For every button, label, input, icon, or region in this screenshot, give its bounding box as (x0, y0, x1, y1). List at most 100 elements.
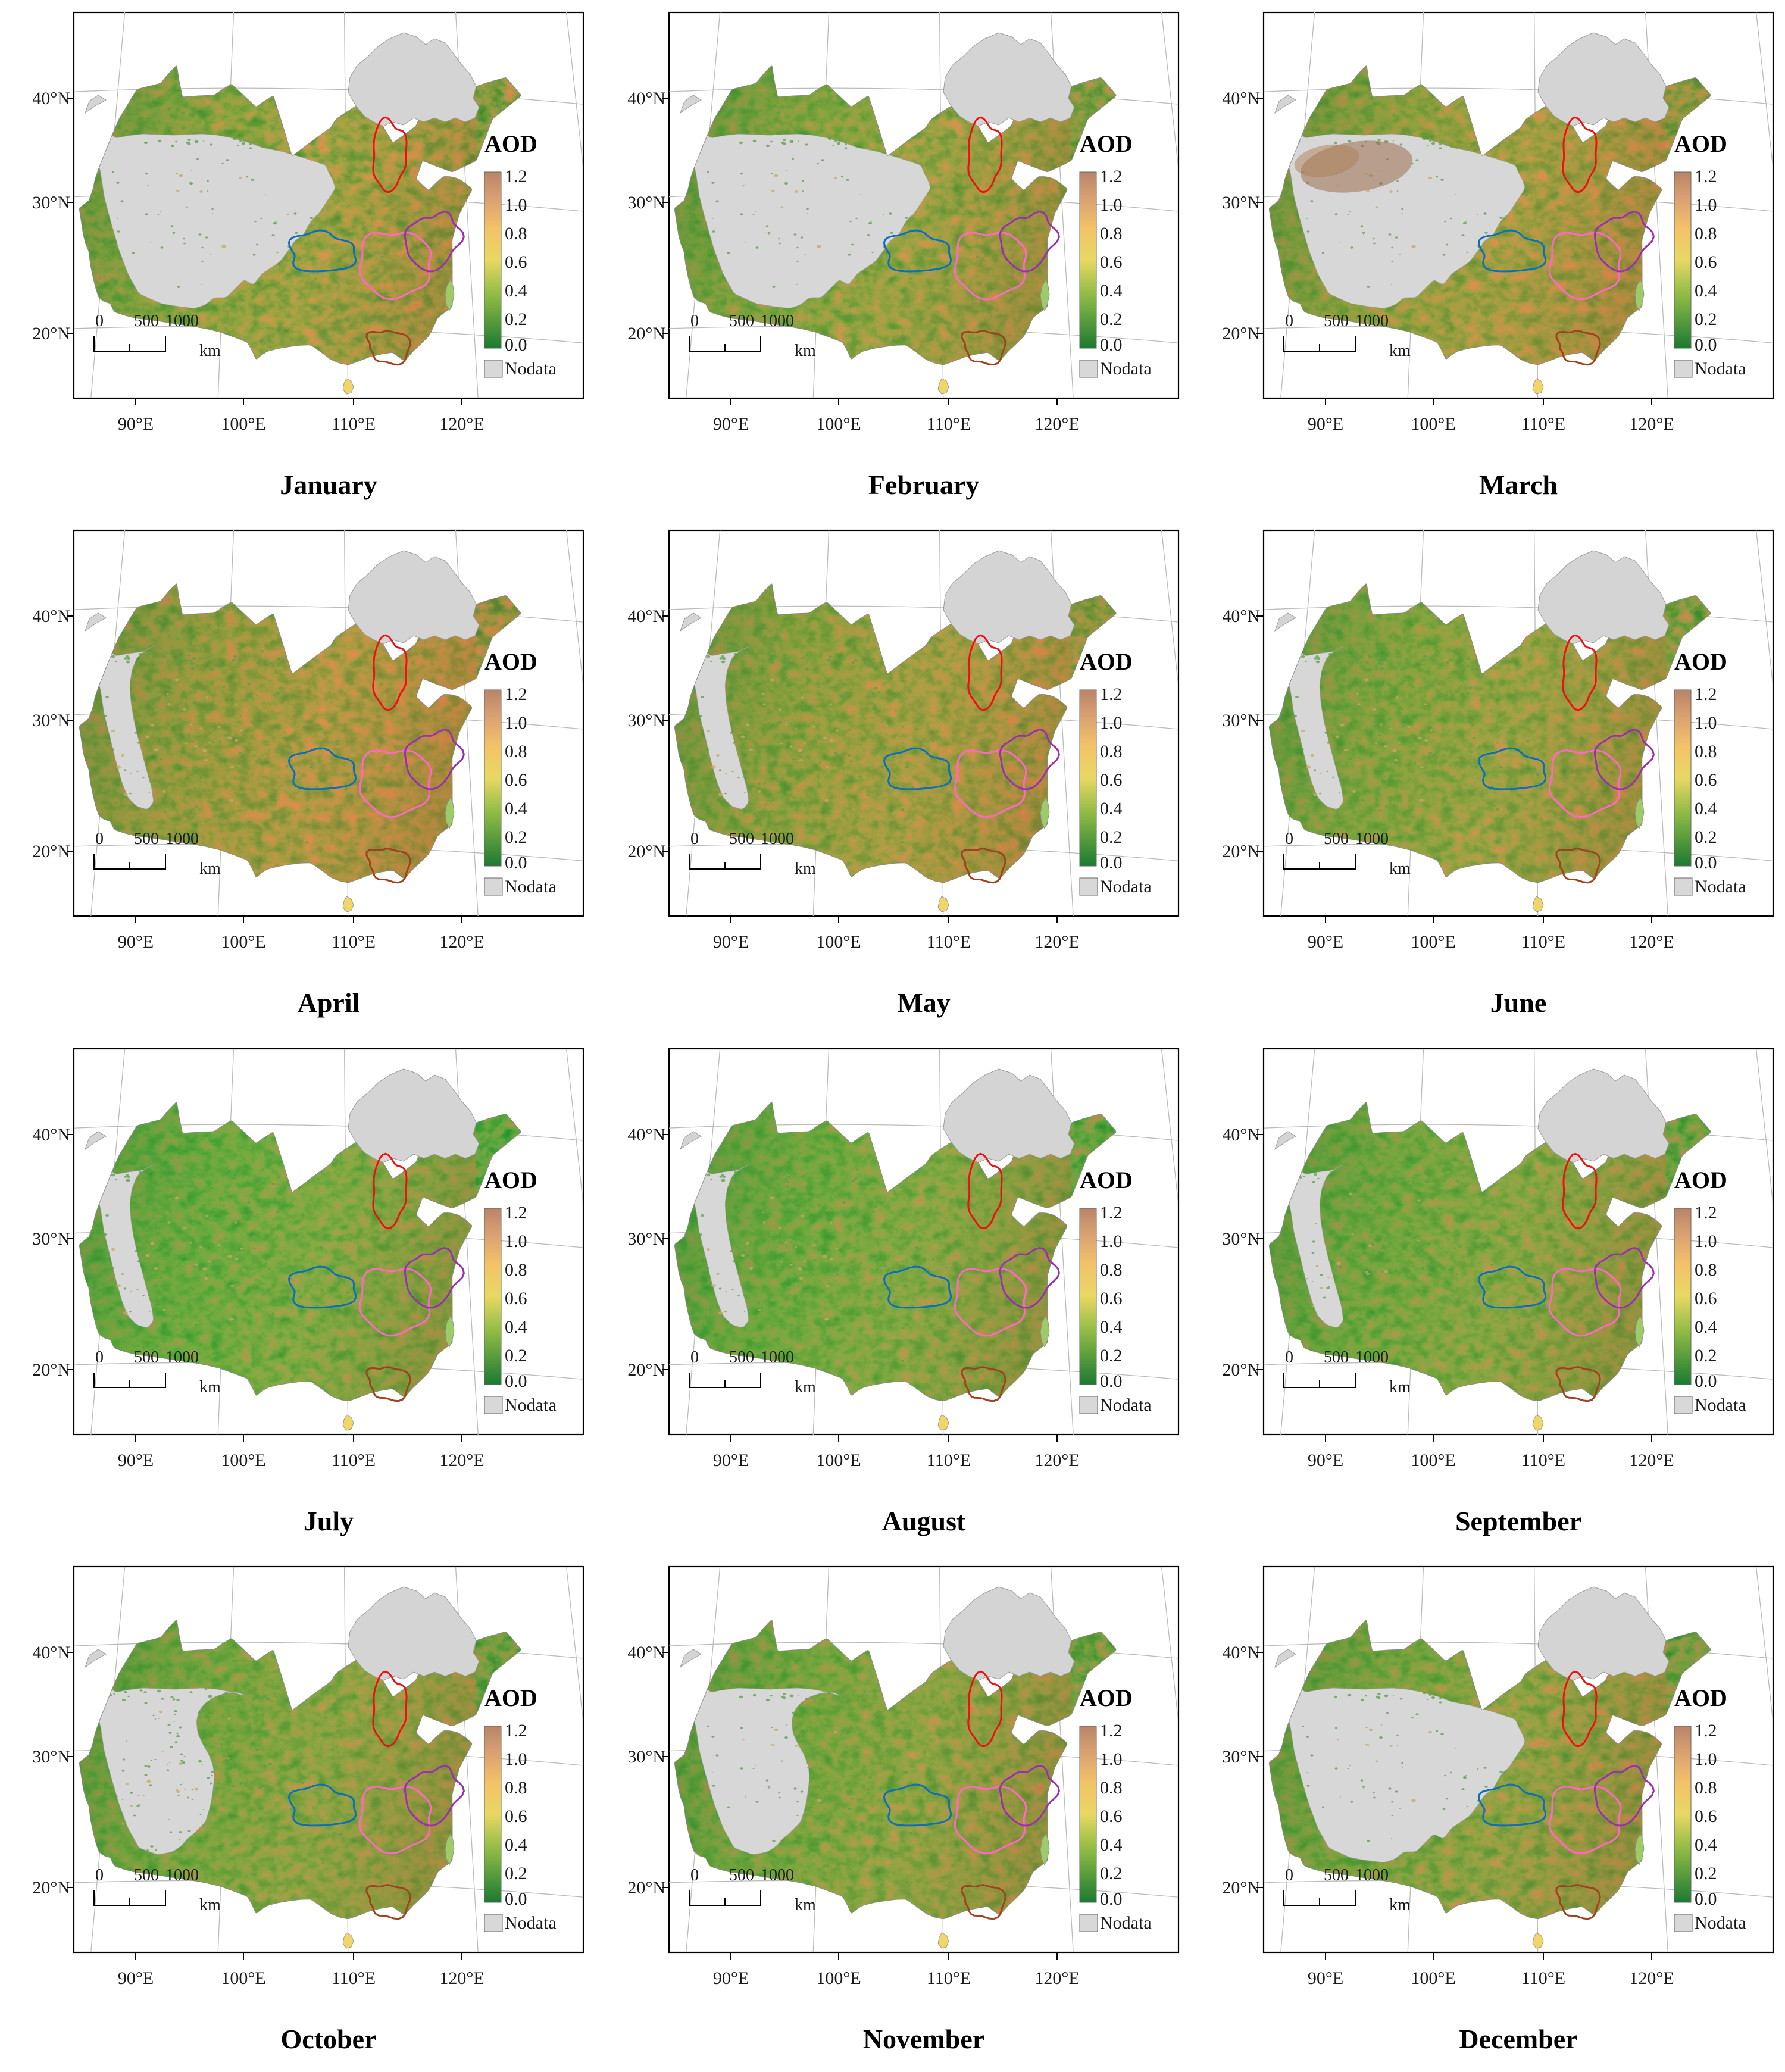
svg-text:90°E: 90°E (118, 414, 154, 434)
svg-text:20°N: 20°N (627, 324, 665, 343)
svg-text:0.6: 0.6 (505, 252, 527, 272)
svg-text:40°N: 40°N (627, 89, 665, 108)
svg-text:1000: 1000 (165, 1348, 199, 1367)
svg-text:1000: 1000 (165, 312, 199, 330)
svg-text:110°E: 110°E (332, 932, 376, 952)
svg-text:Nodata: Nodata (1100, 1395, 1152, 1415)
svg-text:1.2: 1.2 (1100, 167, 1123, 186)
svg-text:20°N: 20°N (32, 842, 70, 861)
svg-text:1.0: 1.0 (1695, 713, 1717, 733)
svg-text:40°N: 40°N (32, 89, 70, 108)
svg-text:0.8: 0.8 (1695, 742, 1717, 761)
svg-text:110°E: 110°E (332, 414, 376, 434)
svg-text:30°N: 30°N (1223, 1747, 1261, 1767)
svg-text:1.2: 1.2 (505, 685, 527, 704)
svg-text:0.0: 0.0 (1695, 853, 1717, 873)
svg-text:20°N: 20°N (1223, 1360, 1261, 1380)
svg-text:1.0: 1.0 (1695, 195, 1717, 215)
svg-text:500: 500 (729, 312, 754, 330)
svg-text:0.6: 0.6 (1695, 1289, 1717, 1308)
svg-text:0.8: 0.8 (1100, 1778, 1123, 1798)
svg-text:0.4: 0.4 (505, 1835, 527, 1855)
svg-text:1.2: 1.2 (1100, 685, 1123, 704)
svg-text:0.2: 0.2 (1695, 1346, 1717, 1365)
svg-text:km: km (1389, 342, 1411, 360)
svg-text:0.8: 0.8 (505, 224, 527, 243)
svg-text:Nodata: Nodata (1695, 1913, 1746, 1933)
svg-text:30°N: 30°N (627, 1747, 665, 1767)
svg-text:1000: 1000 (165, 830, 199, 848)
svg-text:110°E: 110°E (332, 1451, 376, 1470)
svg-text:0.4: 0.4 (1695, 1835, 1717, 1855)
svg-text:90°E: 90°E (118, 932, 154, 952)
svg-text:110°E: 110°E (927, 414, 971, 434)
svg-text:110°E: 110°E (1521, 414, 1565, 434)
svg-text:AOD: AOD (1080, 648, 1133, 675)
svg-text:Nodata: Nodata (505, 1395, 557, 1415)
svg-text:0.6: 0.6 (1695, 1807, 1717, 1826)
svg-text:AOD: AOD (1080, 130, 1133, 157)
svg-text:July: July (304, 1506, 354, 1536)
svg-text:0.6: 0.6 (505, 1807, 527, 1826)
svg-text:km: km (1389, 1896, 1411, 1914)
svg-text:0.6: 0.6 (1695, 770, 1717, 790)
svg-text:June: June (1490, 987, 1547, 1018)
svg-text:0.2: 0.2 (1695, 1864, 1717, 1883)
svg-text:0: 0 (690, 1866, 699, 1885)
svg-text:20°N: 20°N (627, 1878, 665, 1898)
svg-text:100°E: 100°E (221, 932, 265, 952)
svg-text:km: km (199, 342, 221, 360)
svg-text:20°N: 20°N (32, 1360, 70, 1380)
svg-text:30°N: 30°N (1223, 711, 1261, 730)
svg-text:km: km (795, 1378, 816, 1396)
svg-text:AOD: AOD (1674, 130, 1727, 157)
svg-text:1.2: 1.2 (1100, 1721, 1123, 1740)
svg-text:September: September (1455, 1506, 1581, 1536)
svg-text:120°E: 120°E (439, 414, 484, 434)
svg-text:AOD: AOD (484, 130, 537, 157)
svg-text:AOD: AOD (1674, 1167, 1727, 1193)
svg-text:120°E: 120°E (1630, 414, 1674, 434)
svg-text:0.6: 0.6 (505, 770, 527, 790)
svg-text:0.6: 0.6 (1100, 1289, 1123, 1308)
svg-text:100°E: 100°E (221, 414, 265, 434)
svg-text:April: April (298, 987, 360, 1018)
svg-text:Nodata: Nodata (505, 877, 557, 896)
svg-text:110°E: 110°E (927, 1451, 971, 1470)
svg-text:20°N: 20°N (627, 842, 665, 861)
svg-text:500: 500 (729, 1866, 754, 1885)
svg-text:120°E: 120°E (439, 932, 484, 952)
svg-text:0: 0 (1285, 312, 1293, 330)
svg-text:0: 0 (690, 830, 699, 848)
svg-text:0.0: 0.0 (1695, 1889, 1717, 1909)
svg-text:0.0: 0.0 (1100, 335, 1123, 355)
svg-text:0.4: 0.4 (505, 281, 527, 301)
svg-text:Nodata: Nodata (505, 1913, 557, 1933)
svg-text:1.2: 1.2 (1695, 167, 1717, 186)
svg-text:0.4: 0.4 (505, 799, 527, 818)
svg-text:0.0: 0.0 (505, 1889, 527, 1909)
svg-text:30°N: 30°N (627, 1229, 665, 1249)
svg-text:0: 0 (95, 1348, 104, 1367)
svg-text:100°E: 100°E (1411, 1451, 1456, 1470)
svg-text:1.0: 1.0 (1100, 1232, 1123, 1251)
svg-text:120°E: 120°E (1630, 1968, 1674, 1988)
svg-text:March: March (1479, 470, 1558, 500)
svg-text:120°E: 120°E (1034, 414, 1079, 434)
svg-text:90°E: 90°E (1308, 1451, 1343, 1470)
svg-text:1.0: 1.0 (505, 1232, 527, 1251)
svg-text:0.8: 0.8 (1695, 224, 1717, 243)
svg-text:1000: 1000 (761, 830, 794, 848)
svg-text:40°N: 40°N (627, 1125, 665, 1145)
svg-text:0: 0 (690, 1348, 699, 1367)
svg-text:0: 0 (95, 830, 104, 848)
svg-text:500: 500 (1324, 312, 1349, 330)
svg-text:0.8: 0.8 (1695, 1778, 1717, 1798)
svg-text:km: km (199, 860, 221, 878)
svg-text:November: November (862, 2024, 984, 2054)
svg-text:100°E: 100°E (221, 1968, 265, 1988)
svg-text:90°E: 90°E (712, 414, 748, 434)
svg-text:120°E: 120°E (1034, 932, 1079, 952)
svg-text:0.0: 0.0 (1100, 853, 1123, 873)
svg-text:km: km (1389, 1378, 1411, 1396)
